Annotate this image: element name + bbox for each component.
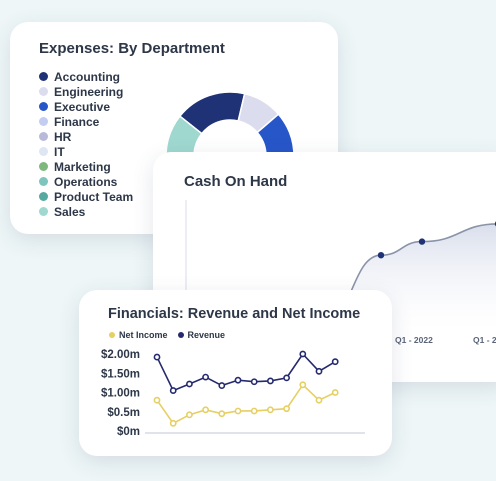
financials-point (266, 406, 274, 414)
financials-legend-label: Net Income (119, 330, 168, 340)
financials-point (218, 410, 226, 418)
legend-item: HR (39, 129, 133, 144)
expenses-legend: Accounting Engineering Executive Finance HR I… (39, 69, 133, 219)
legend-label: HR (54, 129, 72, 144)
financials-point (299, 350, 307, 358)
legend-color-dot (39, 72, 48, 81)
legend-color-dot (39, 177, 48, 186)
cash-point (377, 252, 385, 259)
legend-label: Sales (54, 204, 86, 219)
legend-item: Operations (39, 174, 133, 189)
financials-point (283, 405, 290, 413)
financials-point (250, 407, 258, 415)
legend-color-dot (39, 147, 48, 156)
legend-color-dot (109, 332, 115, 338)
legend-item: IT (39, 144, 133, 159)
financials-point (315, 367, 323, 375)
cash-x-label: Q1 - 2022 (395, 335, 433, 345)
legend-color-dot (39, 162, 48, 171)
legend-item: Marketing (39, 159, 133, 174)
financials-point (331, 389, 339, 396)
financials-y-tick-label: $0.5m (107, 407, 140, 419)
financials-point (234, 376, 242, 384)
financials-point (218, 382, 226, 389)
cash-on-hand-title: Cash On Hand (184, 173, 288, 190)
financials-point (250, 378, 258, 386)
financials-legend-item: Net Income (109, 330, 168, 340)
legend-item: Finance (39, 114, 133, 129)
donut-slice (165, 115, 203, 156)
legend-item: Accounting (39, 69, 133, 84)
financials-series-line (156, 383, 336, 425)
financials-y-tick-label: $1.50m (101, 368, 140, 380)
financials-point (331, 358, 339, 366)
financials-point (202, 373, 209, 381)
financials-legend-item: Revenue (177, 330, 226, 340)
legend-color-dot (39, 192, 48, 201)
legend-label: Marketing (54, 159, 111, 174)
legend-item: Product Team (39, 189, 133, 204)
legend-label: Executive (54, 99, 111, 114)
financials-point (202, 406, 209, 414)
expenses-title: Expenses: By Department (39, 40, 225, 57)
legend-color-dot (39, 102, 48, 111)
legend-color-dot (39, 117, 48, 126)
cash-point (418, 238, 426, 245)
financials-card: Financials: Revenue and Net Income Net I… (79, 290, 392, 456)
expenses-card: Expenses: By Department Accounting Engine… (10, 22, 338, 234)
legend-item: Sales (39, 204, 133, 219)
legend-label: Accounting (54, 69, 120, 84)
financials-point (283, 374, 290, 382)
financials-title: Financials: Revenue and Net Income (108, 306, 361, 322)
legend-item: Engineering (39, 84, 133, 99)
legend-label: IT (54, 144, 65, 159)
financials-point (315, 396, 323, 404)
financials-y-tick-label: $0m (117, 426, 140, 438)
financials-point (169, 419, 177, 427)
financials-point (153, 353, 161, 361)
financials-legend: Net Income Revenue (109, 330, 225, 340)
financials-point (186, 411, 193, 419)
legend-label: Operations (54, 174, 118, 189)
financials-point (186, 380, 193, 388)
financials-point (234, 407, 242, 415)
financials-point (153, 396, 161, 404)
financials-point (266, 377, 274, 385)
cash-area (193, 224, 496, 332)
financials-point (299, 381, 307, 389)
legend-label: Engineering (54, 84, 124, 99)
cash-x-label: Q1 - 2 (473, 335, 496, 345)
legend-color-dot (39, 132, 48, 141)
financials-legend-label: Revenue (187, 330, 226, 340)
financials-point (169, 387, 177, 394)
legend-color-dot (177, 332, 184, 338)
legend-color-dot (39, 87, 48, 96)
financials-y-tick-label: $1.00m (101, 388, 140, 400)
financials-series-line (156, 352, 336, 392)
financials-y-tick-label: $2.00m (101, 349, 140, 361)
legend-label: Product Team (54, 189, 134, 204)
legend-label: Finance (54, 114, 100, 129)
legend-item: Executive (39, 99, 133, 114)
financials-chart: $0m $0.5m $1.00m $1.50m $2.00m (101, 349, 365, 438)
legend-color-dot (39, 207, 48, 216)
